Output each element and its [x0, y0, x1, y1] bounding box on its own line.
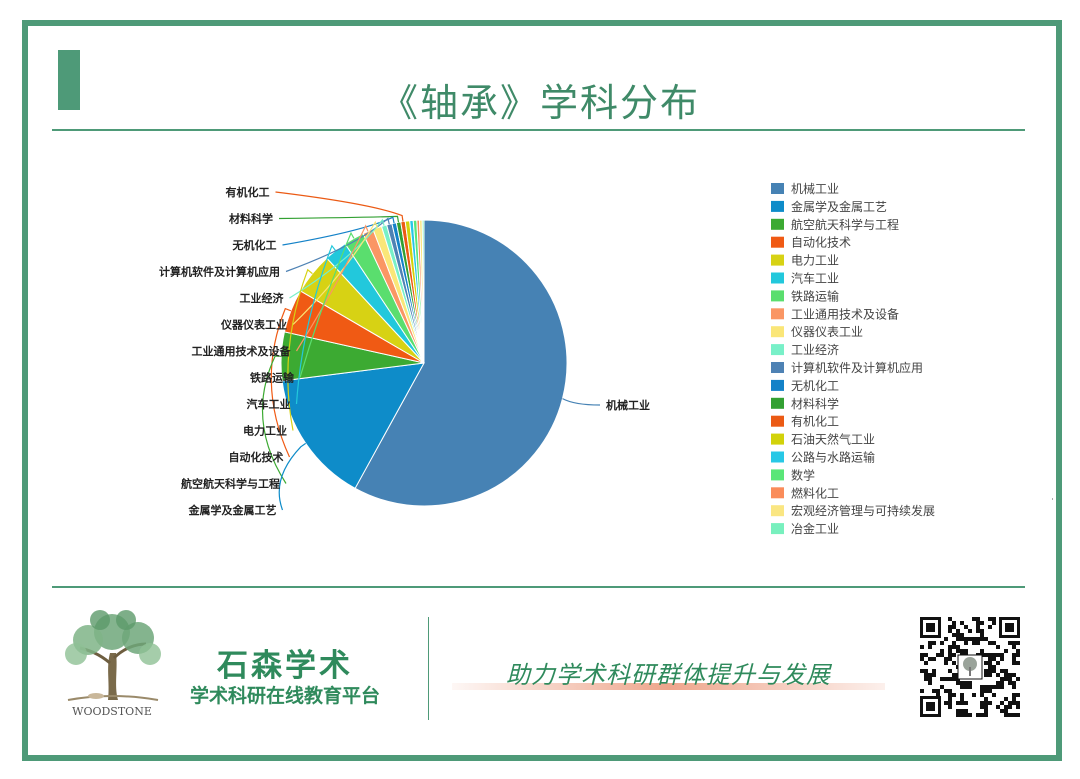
legend-label-7: 铁路运输: [791, 288, 839, 303]
qr-code-icon[interactable]: [920, 617, 1020, 717]
title-accent-block: [58, 50, 80, 110]
footer-vertical-divider: [428, 617, 429, 720]
slice-label-2: 材料科学: [229, 212, 273, 226]
legend-swatch-19: [771, 505, 784, 517]
slice-label-6: 仪器仪表工业: [220, 318, 287, 332]
footer-divider: [52, 586, 1025, 588]
page-title: 《轴承》学科分布: [379, 81, 700, 125]
slice-label-5: 工业经济: [240, 291, 285, 305]
legend-swatch-8: [771, 308, 784, 320]
leader-line-5: [289, 218, 385, 299]
legend-swatch-4: [771, 236, 784, 248]
page-frame: [22, 20, 1062, 761]
legend-label-15: 石油天然气工业: [791, 432, 875, 447]
brand-name: 石森学术: [217, 648, 353, 684]
slogan: 助力学术科研群体提升与发展: [506, 661, 831, 689]
slice-label-3: 无机化工: [232, 238, 277, 252]
legend-swatch-14: [771, 415, 784, 427]
legend-label-11: 计算机软件及计算机应用: [791, 360, 923, 375]
legend-label-14: 有机化工: [791, 415, 839, 429]
legend-label-10: 工业经济: [791, 342, 839, 357]
leader-line-main: [562, 398, 601, 406]
legend-label-18: 燃料化工: [791, 485, 839, 500]
slice-label-10: 电力工业: [243, 424, 287, 438]
slogan-brush-stroke: [452, 683, 885, 690]
leader-line-3: [282, 216, 395, 246]
leader-line-8: [299, 231, 355, 378]
legend-label-12: 无机化工: [791, 379, 839, 393]
tree-icon: [65, 610, 161, 701]
chart-legend: 机械工业金属学及金属工艺航空航天科学与工程自动化技术电力工业汽车工业铁路运输工业…: [771, 181, 935, 536]
leader-line-6: [292, 220, 378, 325]
legend-swatch-15: [771, 433, 784, 445]
slice-label-12: 航空航天科学与工程: [181, 477, 280, 491]
pie-chart: 有机化工材料科学无机化工计算机软件及计算机应用工业经济仪器仪表工业工业通用技术及…: [159, 181, 935, 536]
leader-line-4: [285, 217, 390, 273]
legend-swatch-20: [771, 523, 784, 535]
legend-swatch-11: [771, 362, 784, 373]
leader-line-11: [270, 307, 292, 458]
stray-mark: ˙: [1050, 498, 1055, 509]
legend-swatch-3: [771, 218, 784, 230]
legend-label-2: 金属学及金属工艺: [791, 199, 887, 214]
pie-slice-20: [421, 219, 425, 364]
legend-label-1: 机械工业: [791, 181, 839, 196]
slice-label-4: 计算机软件及计算机应用: [159, 265, 280, 279]
pie-leader-lines: [261, 191, 601, 511]
pie-slice-1: [354, 219, 568, 507]
legend-label-4: 自动化技术: [791, 236, 851, 250]
legend-swatch-12: [771, 379, 784, 391]
slice-label-9: 汽车工业: [247, 397, 291, 411]
legend-label-16: 公路与水路运输: [791, 450, 875, 465]
pie-slice-2: [281, 362, 425, 489]
slice-label-1: 有机化工: [226, 185, 270, 199]
slice-label-8: 铁路运输: [250, 371, 295, 385]
leader-line-13: [278, 442, 307, 511]
legend-swatch-17: [771, 469, 784, 481]
leader-line-9: [295, 244, 337, 405]
legend-swatch-2: [771, 200, 784, 212]
legend-label-6: 汽车工业: [791, 271, 839, 286]
legend-label-9: 仪器仪表工业: [791, 325, 863, 339]
legend-label-17: 数学: [791, 467, 815, 482]
legend-label-13: 材料科学: [791, 396, 839, 411]
brand-subtitle: 学术科研在线教育平台: [189, 685, 380, 707]
pie-slices: [280, 219, 568, 507]
legend-label-8: 工业通用技术及设备: [791, 307, 899, 321]
legend-swatch-10: [771, 344, 784, 356]
legend-swatch-6: [771, 272, 784, 284]
legend-swatch-5: [771, 254, 784, 266]
legend-swatch-9: [771, 326, 784, 338]
leader-line-12: [261, 355, 287, 484]
legend-label-5: 电力工业: [791, 254, 839, 268]
leader-line-10: [287, 268, 313, 431]
legend-swatch-13: [771, 397, 784, 409]
slice-label-main: 机械工业: [606, 398, 650, 412]
leader-line-1: [275, 191, 404, 222]
legend-swatch-18: [771, 487, 784, 499]
slice-label-13: 金属学及金属工艺: [188, 503, 277, 517]
legend-label-3: 航空航天科学与工程: [791, 217, 899, 232]
leader-line-2: [278, 215, 400, 223]
slice-label-11: 自动化技术: [229, 450, 284, 464]
legend-swatch-16: [771, 451, 784, 463]
legend-swatch-1: [771, 183, 784, 194]
legend-label-19: 宏观经济管理与可持续发展: [791, 503, 935, 518]
logo-text: WOODSTONE: [72, 705, 152, 718]
legend-swatch-7: [771, 290, 784, 302]
slice-label-7: 工业通用技术及设备: [192, 344, 292, 358]
legend-label-20: 冶金工业: [791, 521, 839, 536]
title-divider: [52, 129, 1025, 131]
pie-labels: 有机化工材料科学无机化工计算机软件及计算机应用工业经济仪器仪表工业工业通用技术及…: [159, 185, 650, 517]
woodstone-logo: WOODSTONE: [65, 610, 161, 718]
